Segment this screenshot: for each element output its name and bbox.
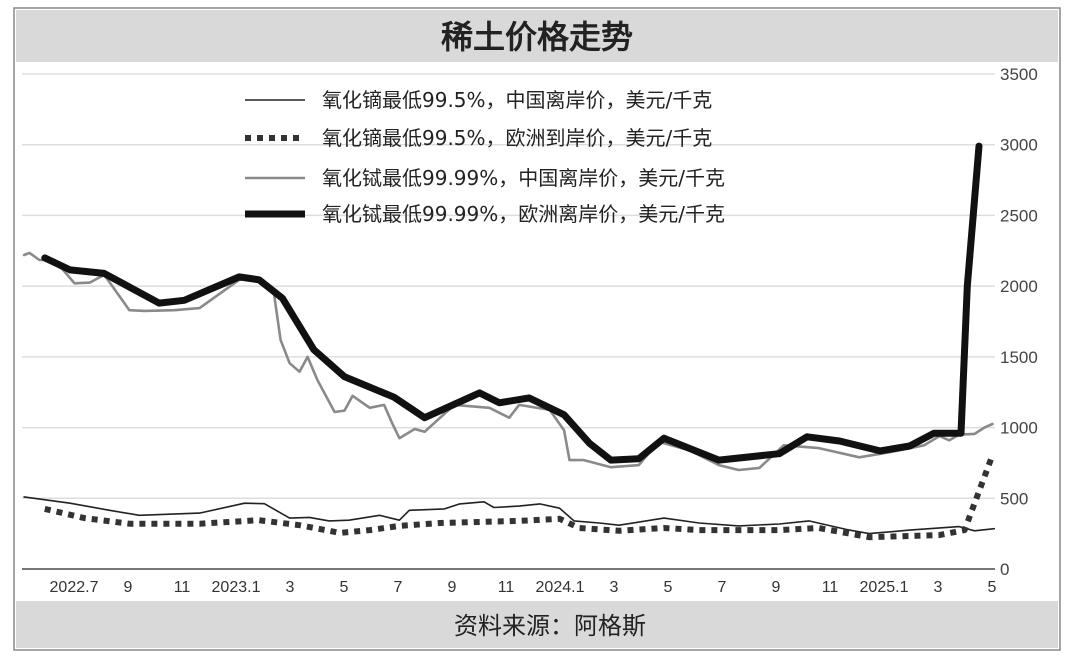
series-line-2 — [22, 251, 994, 472]
x-tick-label: 2023.1 — [212, 579, 261, 596]
x-tick-label: 9 — [448, 579, 457, 596]
series-line-0 — [23, 496, 996, 535]
x-tick-label: 5 — [340, 579, 349, 596]
x-tick-label: 2024.1 — [536, 579, 585, 596]
y-tick-label: 0 — [1000, 560, 1009, 579]
x-tick-label: 11 — [498, 579, 515, 596]
y-tick-label: 3000 — [1000, 136, 1038, 155]
y-tick-label: 1000 — [1000, 419, 1038, 438]
x-tick-label: 5 — [664, 579, 673, 596]
x-tick-label: 3 — [934, 579, 943, 596]
x-tick-label: 2022.7 — [50, 579, 99, 596]
y-tick-label: 2000 — [1000, 277, 1038, 296]
x-tick-label: 3 — [610, 579, 619, 596]
chart-title: 稀土价格走势 — [441, 18, 633, 56]
legend-label: 氧化铽最低99.99%，欧洲离岸价，美元/千克 — [322, 202, 725, 226]
legend-label: 氧化镝最低99.5%，中国离岸价，美元/千克 — [322, 88, 712, 112]
x-tick-label: 9 — [772, 579, 781, 596]
chart-frame — [13, 7, 1061, 651]
source-bar — [16, 601, 1058, 648]
x-tick-label: 7 — [718, 579, 727, 596]
series-line-1 — [44, 454, 996, 541]
x-tick-label: 5 — [988, 579, 997, 596]
x-tick-label: 3 — [286, 579, 295, 596]
x-tick-label: 2025.1 — [860, 579, 909, 596]
source-note: 资料来源：阿格斯 — [454, 612, 646, 640]
series-line-3 — [41, 142, 983, 464]
x-tick-label: 11 — [174, 579, 191, 596]
x-tick-label: 7 — [394, 579, 403, 596]
x-tick-label: 11 — [822, 579, 839, 596]
y-tick-label: 2500 — [1000, 206, 1038, 225]
x-tick-label: 9 — [124, 579, 133, 596]
title-bar — [16, 10, 1058, 62]
legend-label: 氧化铽最低99.99%，中国离岸价，美元/千克 — [322, 166, 725, 190]
y-tick-label: 1500 — [1000, 348, 1038, 367]
y-tick-label: 500 — [1000, 489, 1028, 508]
y-tick-label: 3500 — [1000, 65, 1038, 84]
legend-label: 氧化镝最低99.5%，欧洲到岸价，美元/千克 — [322, 126, 712, 150]
